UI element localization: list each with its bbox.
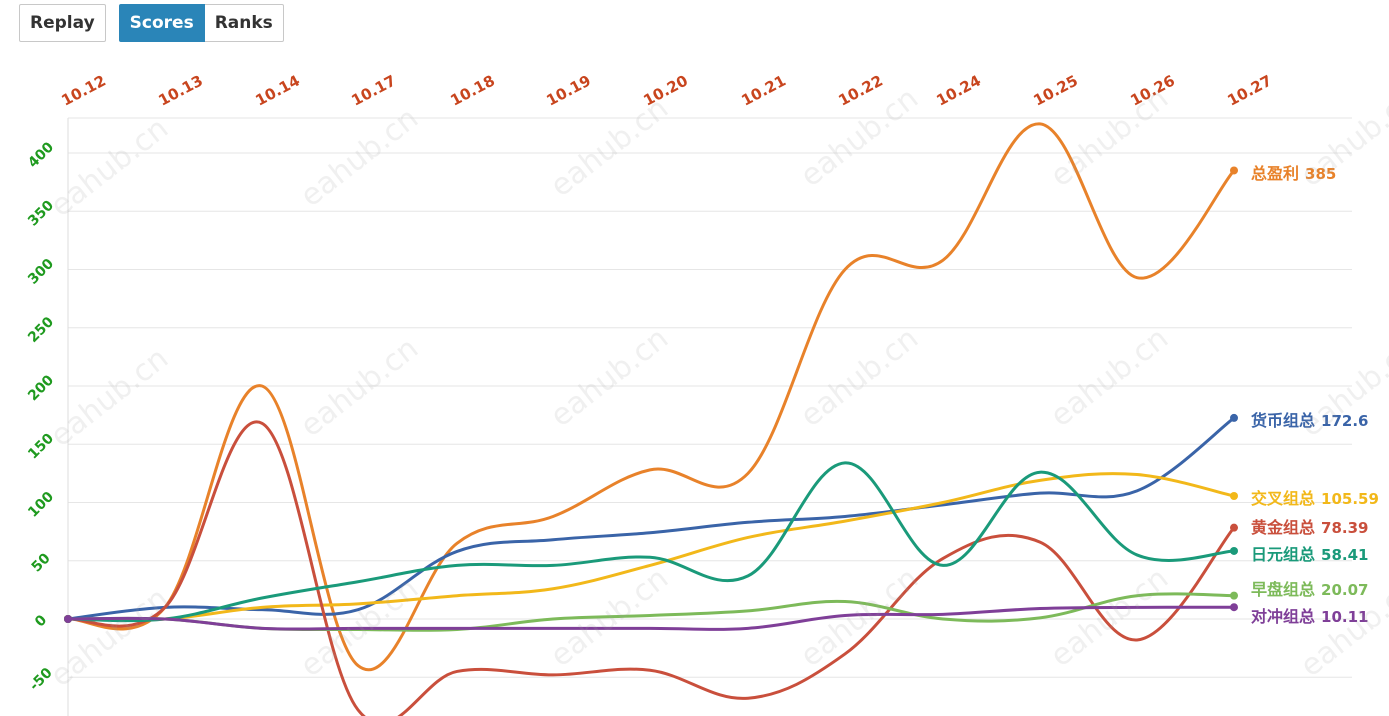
series-name: 对冲组总 xyxy=(1251,607,1315,626)
x-tick-label: 10.24 xyxy=(933,71,983,109)
series-value: 385 xyxy=(1305,165,1336,183)
grid-lines xyxy=(68,117,1352,678)
series-line[interactable] xyxy=(66,472,1236,622)
x-tick-label: 10.12 xyxy=(58,71,108,109)
series-line[interactable] xyxy=(66,461,1236,623)
x-tick-label: 10.14 xyxy=(252,71,302,109)
x-axis-ticks: 10.12 10.13 10.14 10.17 10.18 10.19 10.20 10.21… xyxy=(58,71,1274,109)
series-line[interactable] xyxy=(66,420,1236,716)
series-end-label: 黄金组总 78.39 xyxy=(1251,518,1368,537)
x-tick-label: 10.25 xyxy=(1030,71,1080,109)
series-end-point[interactable] xyxy=(1230,603,1238,612)
series-value: 172.6 xyxy=(1321,412,1368,430)
x-tick-label: 10.27 xyxy=(1224,71,1274,109)
series-end-point[interactable] xyxy=(1230,523,1238,532)
y-tick-label: 150 xyxy=(25,430,57,462)
series-end-point[interactable] xyxy=(1230,413,1238,422)
series-name: 日元组总 xyxy=(1251,545,1315,564)
series-end-label: 货币组总 172.6 xyxy=(1251,411,1368,430)
series-end-point[interactable] xyxy=(1230,546,1238,555)
x-tick-label: 10.21 xyxy=(738,71,788,109)
series-name: 黄金组总 xyxy=(1251,518,1315,537)
series-name: 总盈利 xyxy=(1251,164,1299,183)
series-end-point[interactable] xyxy=(1230,491,1238,500)
x-tick-label: 10.22 xyxy=(835,71,885,109)
y-tick-label: 0 xyxy=(32,612,50,630)
series-line[interactable] xyxy=(66,592,1236,632)
series-line[interactable] xyxy=(66,416,1236,621)
y-tick-label: 50 xyxy=(29,550,54,575)
replay-button[interactable]: Replay xyxy=(19,4,106,42)
series-end-label: 对冲组总 10.11 xyxy=(1251,607,1368,626)
series-name: 早盘组总 xyxy=(1251,580,1315,599)
y-tick-label: 400 xyxy=(25,139,57,171)
y-tick-label: 200 xyxy=(25,372,57,404)
series-name: 货币组总 xyxy=(1251,411,1315,430)
series-value: 58.41 xyxy=(1321,546,1368,564)
series-end-label: 早盘组总 20.07 xyxy=(1251,580,1368,599)
series-value: 20.07 xyxy=(1321,581,1368,599)
series-value: 78.39 xyxy=(1321,519,1368,537)
y-tick-label: -50 xyxy=(27,665,56,694)
series-start-point xyxy=(64,615,72,623)
series-end-point[interactable] xyxy=(1230,166,1238,175)
series-group: 总盈利 385 货币组总 172.6 交叉组总 105.59 黄金组总 78.39 日元组总 58… xyxy=(64,122,1379,716)
series-value: 10.11 xyxy=(1321,608,1368,626)
scores-tab[interactable]: Scores xyxy=(118,4,205,42)
series-end-point[interactable] xyxy=(1230,591,1238,600)
series-line[interactable] xyxy=(66,605,1236,631)
series-value: 105.59 xyxy=(1321,490,1379,508)
x-tick-label: 10.13 xyxy=(155,71,205,109)
series-end-label: 总盈利 385 xyxy=(1251,164,1336,183)
y-tick-label: 250 xyxy=(25,314,57,346)
x-tick-label: 10.17 xyxy=(348,71,398,109)
x-tick-label: 10.26 xyxy=(1127,71,1177,109)
y-axis-ticks: -50 0 50 100 150 200 250 300 350 400 xyxy=(25,139,57,694)
y-tick-label: 100 xyxy=(25,489,57,521)
series-end-label: 交叉组总 105.59 xyxy=(1251,489,1379,508)
x-tick-label: 10.18 xyxy=(447,71,497,109)
y-tick-label: 300 xyxy=(25,256,57,288)
toolbar: Replay Scores Ranks xyxy=(19,4,284,42)
x-tick-label: 10.19 xyxy=(543,71,593,109)
series-name: 交叉组总 xyxy=(1251,489,1315,508)
x-tick-label: 10.20 xyxy=(640,71,690,109)
ranks-tab[interactable]: Ranks xyxy=(204,4,284,42)
series-line[interactable] xyxy=(66,122,1236,671)
view-toggle: Scores Ranks xyxy=(118,4,284,42)
y-tick-label: 350 xyxy=(25,197,57,229)
series-end-label: 日元组总 58.41 xyxy=(1251,545,1368,564)
